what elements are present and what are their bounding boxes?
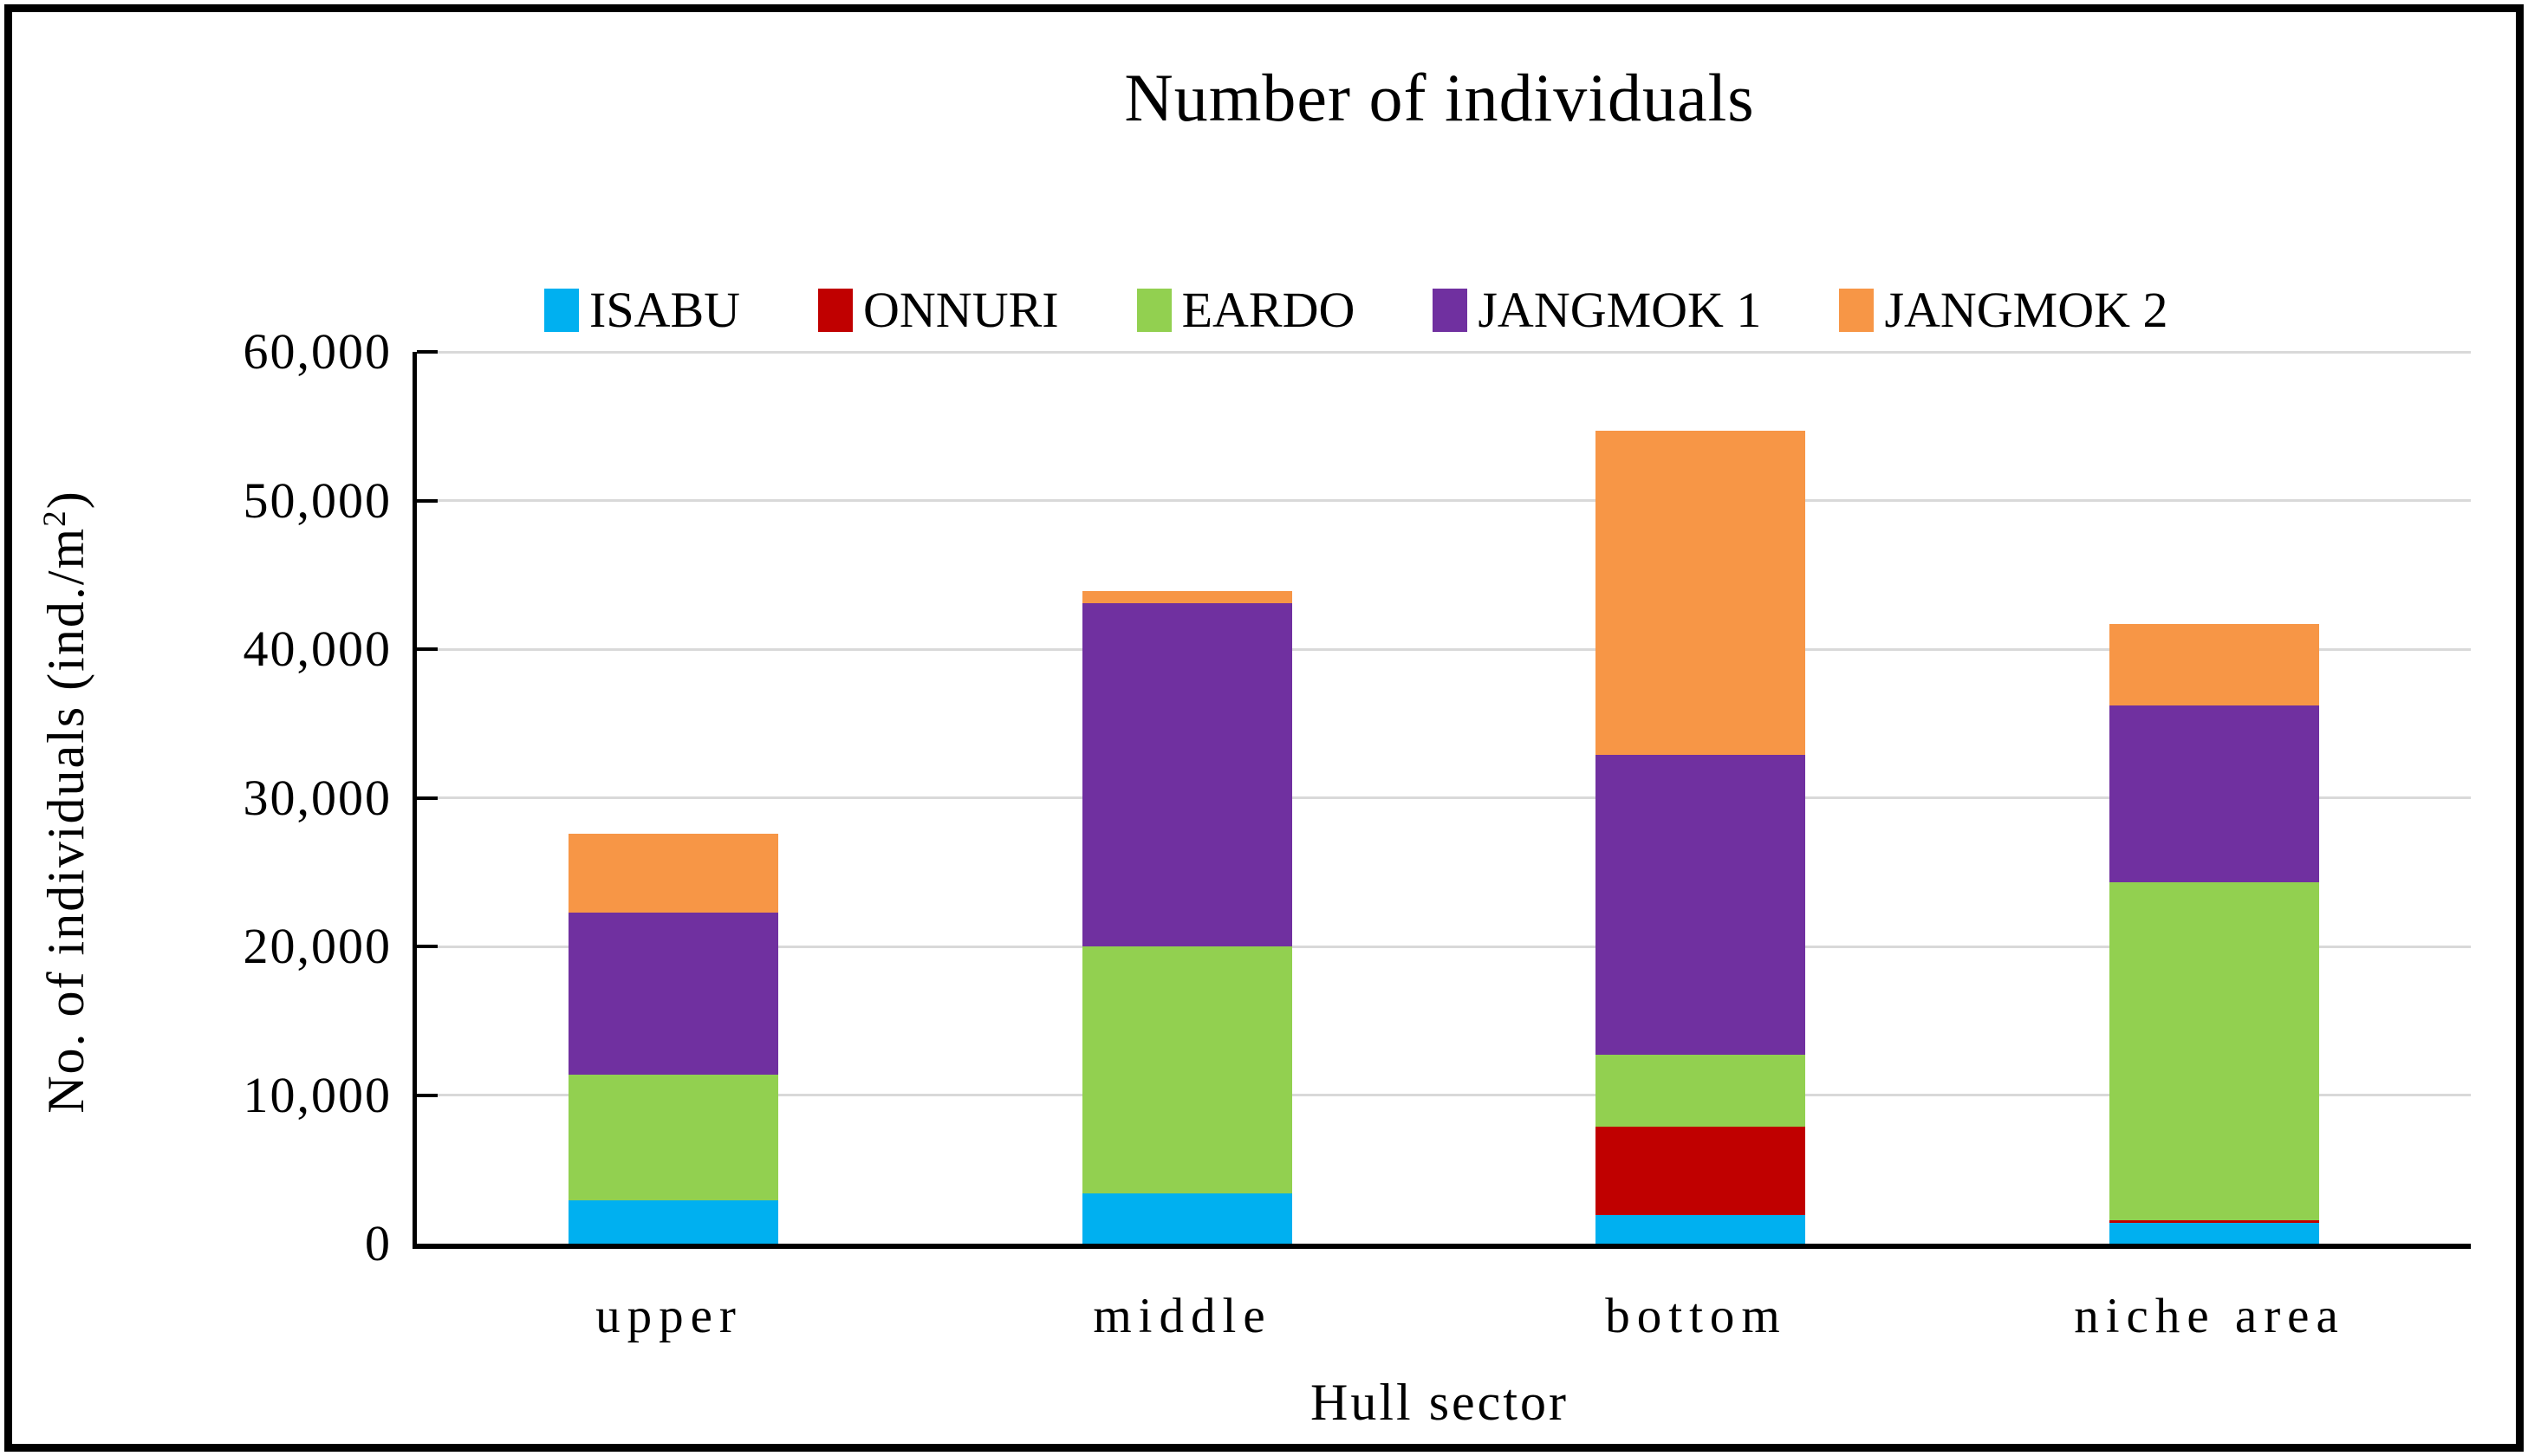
y-tick-label-50000: 50,000	[243, 471, 392, 529]
legend-label: EARDO	[1181, 282, 1355, 338]
x-axis-title: Hull sector	[1310, 1374, 1569, 1431]
legend-entry-JANGMOK-2: JANGMOK 2	[1839, 282, 2168, 338]
legend-swatch-icon	[1136, 289, 1172, 332]
gridline-20000	[417, 945, 2471, 948]
y-tick-mark-40000	[417, 647, 438, 651]
y-tick-mark-30000	[417, 796, 438, 800]
bar-segment-niche-area-ONNURI	[2109, 1219, 2319, 1223]
legend-label: JANGMOK 1	[1478, 282, 1762, 338]
chart-title: Number of individuals	[1124, 60, 1755, 135]
y-tick-label-30000: 30,000	[243, 769, 392, 826]
y-tick-label-0: 0	[365, 1215, 392, 1271]
bar-segment-niche-area-JANGMOK-1	[2109, 705, 2319, 883]
bar-segment-niche-area-ISABU	[2109, 1223, 2319, 1244]
x-tick-label-bottom: bottom	[1605, 1289, 1787, 1343]
bar-segment-middle-EARDO	[1082, 946, 1292, 1193]
legend-label: ONNURI	[863, 282, 1059, 338]
gridline-40000	[417, 647, 2471, 651]
y-tick-label-10000: 10,000	[243, 1066, 392, 1123]
gridline-10000	[417, 1094, 2471, 1096]
x-tick-label-niche-area: niche area	[2074, 1289, 2345, 1343]
figure-border	[4, 4, 2524, 1452]
legend-swatch-icon	[818, 289, 854, 332]
legend-swatch-icon	[544, 289, 579, 332]
y-tick-mark-20000	[417, 945, 438, 948]
bar-segment-upper-JANGMOK-1	[569, 912, 779, 1075]
bar-segment-niche-area-JANGMOK-2	[2109, 623, 2319, 706]
x-tick-label-middle: middle	[1093, 1289, 1272, 1343]
bar-segment-bottom-JANGMOK-1	[1595, 754, 1806, 1056]
y-tick-label-20000: 20,000	[243, 918, 392, 974]
bar-segment-bottom-EARDO	[1595, 1055, 1806, 1127]
legend: ISABU ONNURI EARDO JANGMOK 1 JANGMOK 2	[544, 282, 2168, 338]
legend-label: ISABU	[589, 282, 741, 338]
bar-segment-bottom-ONNURI	[1595, 1126, 1806, 1216]
bar-segment-middle-ISABU	[1082, 1193, 1292, 1244]
x-tick-label-upper: upper	[595, 1289, 743, 1343]
y-tick-mark-50000	[417, 498, 438, 503]
legend-swatch-icon	[1433, 289, 1468, 332]
y-tick-mark-10000	[417, 1093, 438, 1097]
y-tick-label-60000: 60,000	[243, 323, 392, 380]
bar-segment-upper-ISABU	[569, 1200, 779, 1244]
legend-entry-JANGMOK-1: JANGMOK 1	[1433, 285, 1761, 335]
y-tick-label-40000: 40,000	[243, 621, 392, 677]
bar-segment-bottom-ISABU	[1595, 1215, 1806, 1244]
plot-area	[413, 350, 2471, 1249]
gridline-30000	[417, 796, 2471, 799]
bar-segment-upper-EARDO	[569, 1074, 779, 1201]
bar-segment-bottom-JANGMOK-2	[1595, 430, 1806, 755]
bar-segment-middle-JANGMOK-2	[1082, 591, 1292, 603]
y-tick-mark-60000	[417, 350, 438, 354]
legend-swatch-icon	[1839, 289, 1875, 332]
legend-entry-ONNURI: ONNURI	[818, 285, 1059, 335]
legend-entry-EARDO: EARDO	[1136, 282, 1355, 338]
bar-segment-middle-JANGMOK-1	[1082, 602, 1292, 946]
legend-label: JANGMOK 2	[1884, 282, 2168, 338]
gridline-50000	[417, 499, 2471, 502]
gridline-60000	[417, 350, 2471, 354]
bar-segment-niche-area-EARDO	[2109, 882, 2319, 1220]
bar-segment-upper-JANGMOK-2	[569, 833, 779, 913]
legend-entry-ISABU: ISABU	[544, 285, 740, 335]
